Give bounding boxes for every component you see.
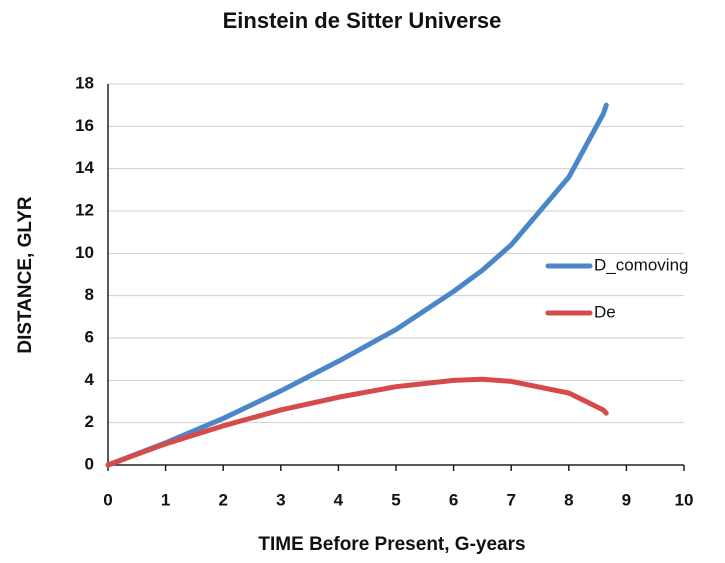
x-tick-label: 9 bbox=[622, 490, 631, 509]
y-axis-label: DISTANCE, GLYR bbox=[15, 196, 36, 354]
y-tick-label: 10 bbox=[75, 243, 94, 262]
y-tick-label: 8 bbox=[85, 285, 94, 304]
x-axis-label: TIME Before Present, G-years bbox=[258, 534, 525, 555]
x-tick-label: 2 bbox=[218, 490, 227, 509]
y-tick-label: 16 bbox=[75, 116, 94, 135]
legend-label: D_comoving bbox=[594, 255, 689, 274]
x-tick-label: 7 bbox=[506, 490, 515, 509]
y-tick-label: 6 bbox=[85, 327, 94, 346]
chart-title: Einstein de Sitter Universe bbox=[223, 8, 502, 33]
x-tick-label: 6 bbox=[449, 490, 458, 509]
data-line bbox=[105, 102, 609, 468]
y-tick-label: 12 bbox=[75, 200, 94, 219]
y-tick-label: 18 bbox=[75, 73, 94, 92]
y-tick-label: 0 bbox=[85, 454, 94, 473]
legend-label: De bbox=[594, 302, 616, 321]
x-tick-label: 1 bbox=[161, 490, 170, 509]
y-tick-label: 2 bbox=[85, 412, 94, 431]
x-tick-label: 10 bbox=[675, 490, 694, 509]
y-tick-label: 4 bbox=[85, 370, 95, 389]
data-line bbox=[105, 376, 609, 468]
x-tick-label: 8 bbox=[564, 490, 573, 509]
x-tick-label: 0 bbox=[103, 490, 112, 509]
x-tick-label: 5 bbox=[391, 490, 400, 509]
x-tick-label: 3 bbox=[276, 490, 285, 509]
x-tick-label: 4 bbox=[334, 490, 344, 509]
y-tick-label: 14 bbox=[75, 158, 94, 177]
